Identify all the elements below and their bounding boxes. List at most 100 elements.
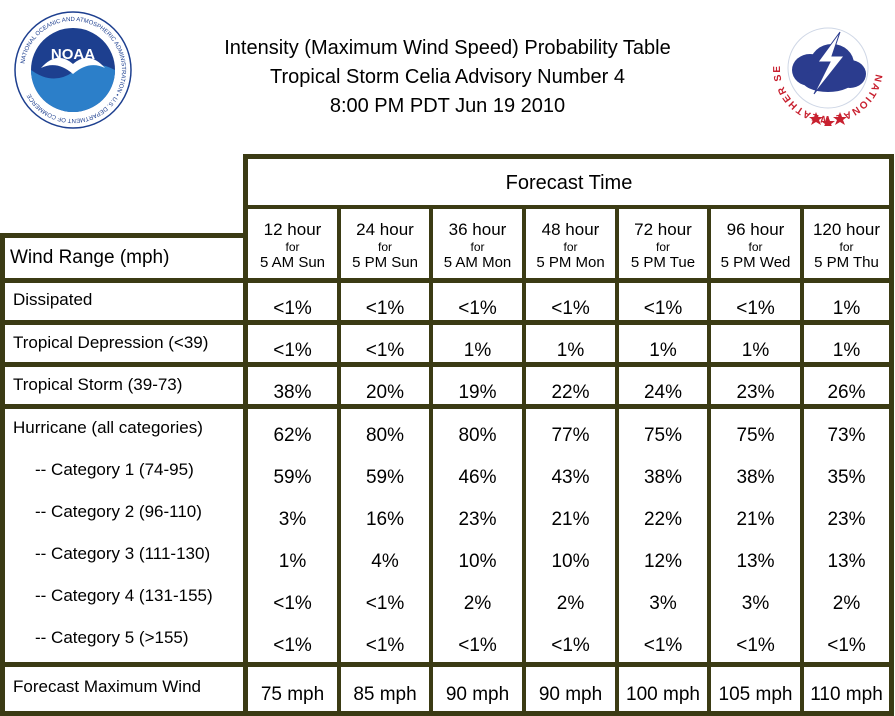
row-label: -- Category 5 (>155) [35, 628, 189, 647]
table-cell: 38% [736, 467, 775, 488]
table-cell: 1% [832, 340, 861, 361]
column-header-hour: 120 hour [812, 220, 881, 239]
table-cell: 75% [736, 425, 775, 446]
table-cell: <1% [736, 635, 775, 656]
forecast-time-header: Forecast Time [505, 171, 633, 194]
column-header-when: 5 AM Mon [443, 254, 512, 271]
wind-range-header: Wind Range (mph) [10, 247, 170, 268]
row-label: Tropical Depression (<39) [13, 333, 209, 352]
table-cell: 21% [736, 509, 775, 530]
table-cell: <1% [365, 298, 405, 319]
table-cell: <1% [273, 593, 312, 614]
table-cell: 1% [463, 340, 492, 361]
column-header-hour: 36 hour [448, 220, 507, 239]
table-cell: <1% [827, 635, 866, 656]
column-header-for: for [470, 240, 485, 254]
row-label: -- Category 2 (96-110) [35, 502, 202, 521]
table-cell: 80% [458, 425, 497, 446]
column-header-hour: 48 hour [541, 220, 600, 239]
table-cell: 22% [643, 509, 683, 530]
table-cell: 4% [371, 551, 399, 572]
table-cell: 26% [827, 382, 866, 403]
table-cell: 3% [649, 593, 677, 614]
table-cell: 110 mph [810, 684, 883, 705]
table-cell: 90 mph [445, 684, 510, 705]
table-cell: <1% [643, 635, 683, 656]
table-cell: 38% [643, 467, 683, 488]
table-cell: 23% [458, 509, 497, 530]
table-cell: 20% [365, 382, 405, 403]
column-header-when: 5 PM Tue [630, 254, 696, 271]
table-cell: 75% [643, 425, 683, 446]
table-cell: 10% [458, 551, 497, 572]
table-cell: 23% [736, 382, 775, 403]
table-cell: <1% [365, 340, 405, 361]
table-cell: <1% [273, 635, 312, 656]
column-header-hour: 12 hour [263, 220, 322, 239]
table-cell: <1% [643, 298, 683, 319]
column-header: 120 hour for 5 PM Thu [804, 210, 889, 278]
column-header-when: 5 PM Wed [720, 254, 791, 271]
column-header-for: for [748, 240, 763, 254]
table-cell: <1% [551, 298, 590, 319]
column-header-hour: 72 hour [634, 220, 692, 239]
table-cell: 59% [273, 467, 312, 488]
table-cell: 10% [551, 551, 590, 572]
table-cell: <1% [273, 298, 312, 319]
row-label: -- Category 4 (131-155) [35, 586, 213, 605]
table-cell: 2% [463, 593, 492, 614]
table-cell: 90 mph [538, 684, 603, 705]
title-line-1: Intensity (Maximum Wind Speed) Probabili… [224, 37, 671, 59]
column-header-when: 5 PM Thu [814, 254, 879, 271]
row-label: -- Category 3 (111-130) [35, 544, 211, 563]
column-header-for: for [285, 240, 300, 254]
table-cell: 1% [741, 340, 770, 361]
table-cell: 1% [649, 340, 677, 361]
column-header: 12 hour for 5 AM Sun [248, 210, 337, 278]
table-cell: <1% [458, 635, 497, 656]
table-cell: 21% [551, 509, 590, 530]
column-header: 96 hour for 5 PM Wed [711, 210, 800, 278]
column-header: 24 hour for 5 PM Sun [341, 210, 429, 278]
table-cell: 2% [556, 593, 585, 614]
column-header-when: 5 PM Sun [352, 254, 418, 271]
table-cell: 3% [278, 509, 307, 530]
table-cell: 100 mph [626, 684, 700, 705]
column-header-for: for [377, 240, 392, 254]
table-cell: 46% [458, 467, 497, 488]
table-cell: 1% [556, 340, 585, 361]
column-header-for: for [563, 240, 578, 254]
table-cell: 38% [273, 382, 312, 403]
table-cell: <1% [458, 298, 497, 319]
table-cell: 16% [365, 509, 405, 530]
table-cell: <1% [273, 340, 312, 361]
table-cell: 19% [458, 382, 497, 403]
row-label: Forecast Maximum Wind [13, 677, 201, 696]
table-cell: 73% [827, 425, 866, 446]
table-cell: <1% [365, 593, 405, 614]
table-cell: 75 mph [260, 684, 325, 705]
table-cell: 80% [365, 425, 405, 446]
row-label: -- Category 1 (74-95) [35, 460, 194, 479]
table-cell: 2% [832, 593, 861, 614]
table-cell: 77% [551, 425, 590, 446]
column-header: 48 hour for 5 PM Mon [526, 210, 615, 278]
column-header: 72 hour for 5 PM Tue [619, 210, 707, 278]
table-cell: 62% [273, 425, 312, 446]
column-header-when: 5 PM Mon [536, 254, 605, 271]
column-header-hour: 24 hour [356, 220, 414, 239]
table-cell: 85 mph [353, 684, 417, 705]
column-header-hour: 96 hour [726, 220, 785, 239]
table-cell: 24% [643, 382, 683, 403]
page-title: Intensity (Maximum Wind Speed) Probabili… [150, 34, 745, 121]
row-label: Dissipated [13, 290, 93, 309]
table-cell: 43% [551, 467, 590, 488]
nws-logo: NATIONAL WEATHER SERVICE [770, 10, 884, 126]
table-cell: 1% [832, 298, 861, 319]
row-label: Tropical Storm (39-73) [13, 375, 183, 394]
column-header-when: 5 AM Sun [259, 254, 326, 271]
table-cell: 1% [278, 551, 307, 572]
table-cell: 105 mph [718, 684, 793, 705]
table-cell: 35% [827, 467, 866, 488]
noaa-logo: NOAA NATIONAL OCEANIC AND ATMOSPHERIC AD… [14, 11, 132, 129]
